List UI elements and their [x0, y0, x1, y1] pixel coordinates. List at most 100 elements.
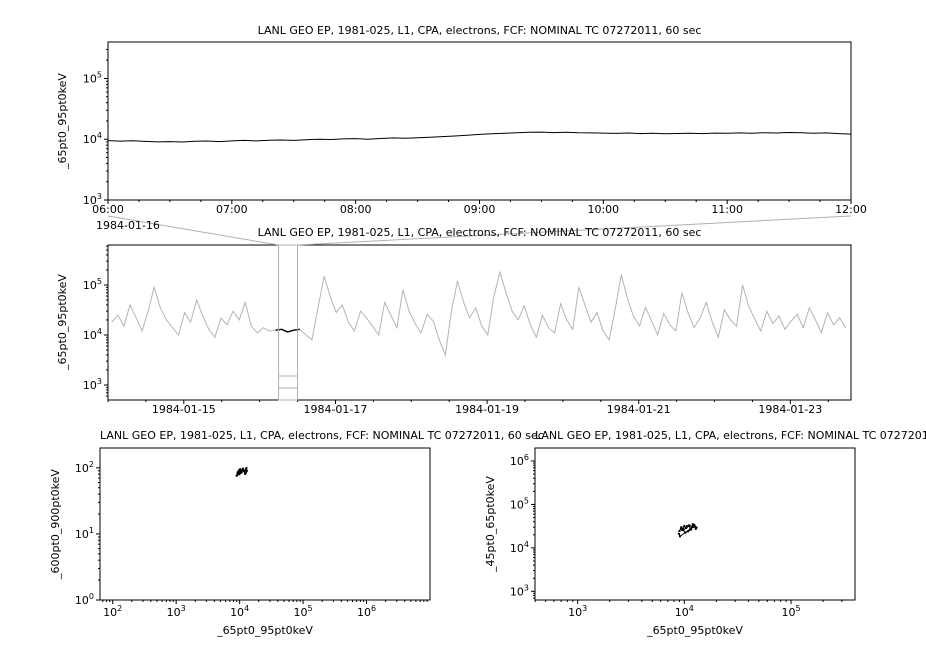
tick-label-base: 10: [675, 606, 689, 619]
tick-label: 104: [675, 604, 694, 619]
tick-label-exponent: 4: [689, 604, 694, 613]
tick-label-exponent: 4: [97, 327, 102, 336]
tick-label: 11:00: [711, 203, 743, 216]
tick-label: 104: [230, 604, 249, 619]
scatter-45-65-frame: [534, 447, 856, 601]
tick-label: 1984-01-19: [455, 403, 519, 416]
tick-label-exponent: 2: [117, 604, 122, 613]
context-timeseries-series-line: [111, 270, 847, 357]
tick-label-base: 10: [510, 585, 524, 598]
data-point: [678, 529, 681, 532]
selection-rect[interactable]: [278, 244, 299, 401]
tick-label-exponent: 4: [524, 540, 529, 549]
tick-label-base: 10: [510, 455, 524, 468]
context-timeseries-x-axis: 1984-01-15 1984-01-17 1984-01-19 1984-01-21…: [107, 400, 829, 416]
tick-label: 09:00: [464, 203, 496, 216]
tick-label: 105: [510, 496, 529, 511]
tick-label-exponent: 5: [97, 277, 102, 286]
tick-label-base: 10: [294, 606, 308, 619]
tick-label-base: 10: [167, 606, 181, 619]
tick-label-exponent: 5: [795, 604, 800, 613]
tick-label: 102: [75, 460, 94, 475]
tick-label: 103: [167, 604, 186, 619]
tick-label: 1984-01-15: [152, 403, 216, 416]
tick-label: 101: [75, 526, 94, 541]
tick-label: 103: [568, 604, 587, 619]
tick-label-exponent: 6: [371, 604, 376, 613]
scatter-45-65-connecting-line: [678, 523, 698, 538]
tick-label-exponent: 4: [97, 131, 102, 140]
tick-label: 102: [103, 604, 122, 619]
tick-label-exponent: 0: [89, 592, 94, 601]
panel1-y-axis-label: _65pt0_95pt0keV: [56, 73, 69, 169]
panel4-title: LANL GEO EP, 1981-025, L1, CPA, electron…: [535, 429, 926, 442]
tick-label: 06:00: [92, 203, 124, 216]
tick-label: 105: [781, 604, 800, 619]
scatter-45-65-x-axis: 103 104 105: [534, 600, 843, 619]
zoom-connectors: [107, 215, 852, 246]
context-selection-box[interactable]: [278, 244, 299, 401]
tick-label-base: 10: [103, 606, 117, 619]
tick-label: 12:00: [835, 203, 867, 216]
tick-label-base: 10: [510, 498, 524, 511]
tick-label-base: 10: [75, 528, 89, 541]
context-timeseries-panel: 1984-01-15 1984-01-17 1984-01-19 1984-01-21…: [83, 244, 852, 416]
scatter-600-900-frame: [99, 447, 431, 601]
tick-label-base: 10: [75, 594, 89, 607]
tick-label-exponent: 3: [97, 377, 102, 386]
tick-label-base: 10: [75, 462, 89, 475]
tick-label: 1984-01-21: [607, 403, 671, 416]
tick-label-exponent: 3: [181, 604, 186, 613]
tick-label-base: 10: [83, 72, 97, 85]
tick-label: 105: [83, 70, 102, 85]
zoom-timeseries-x-axis: 06:00 07:00 08:00 09:00 10:00 11:00 12:00: [92, 200, 867, 216]
panel3-x-axis-label: _65pt0_95pt0keV: [217, 624, 313, 637]
tick-label-exponent: 5: [524, 496, 529, 505]
tick-label-base: 10: [357, 606, 371, 619]
tick-label-exponent: 3: [582, 604, 587, 613]
panel2-y-axis-label: _65pt0_95pt0keV: [56, 274, 69, 370]
panel4-y-axis-label: _45pt0_65pt0keV: [484, 476, 497, 572]
zoom-connector-right: [297, 215, 852, 246]
context-timeseries-frame: [107, 244, 852, 401]
scatter-600-900-connecting-line: [236, 466, 248, 476]
zoom-timeseries-frame: [107, 41, 852, 201]
tick-label-base: 10: [83, 379, 97, 392]
tick-label: 103: [83, 377, 102, 392]
tick-label: 08:00: [340, 203, 372, 216]
tick-label-base: 10: [83, 329, 97, 342]
tick-label-exponent: 6: [524, 453, 529, 462]
tick-label: 100: [75, 592, 94, 607]
zoom-timeseries-panel: 06:00 07:00 08:00 09:00 10:00 11:00 12:0010310…: [83, 41, 867, 216]
tick-label: 103: [83, 192, 102, 207]
tick-label: 106: [510, 453, 529, 468]
highlighted-interval-series: [275, 328, 300, 333]
tick-label: 105: [83, 277, 102, 292]
panel1-date-context-label: 1984-01-16: [96, 219, 160, 232]
panel1-title: LANL GEO EP, 1981-025, L1, CPA, electron…: [257, 24, 702, 37]
scatter-600-900-x-axis: 102 103 104 105 106: [102, 600, 428, 619]
tick-label-exponent: 5: [97, 70, 102, 79]
tick-label: 104: [510, 540, 529, 555]
scatter-45-65-points: [677, 523, 698, 538]
panel4-x-axis-label: _65pt0_95pt0keV: [647, 624, 743, 637]
panel2-title: LANL GEO EP, 1981-025, L1, CPA, electron…: [257, 226, 702, 239]
zoom-connector-left: [107, 215, 279, 246]
tick-label: 105: [294, 604, 313, 619]
tick-label-base: 10: [781, 606, 795, 619]
tick-label-exponent: 5: [308, 604, 313, 613]
tick-label-base: 10: [230, 606, 244, 619]
tick-label-base: 10: [510, 542, 524, 555]
tick-label: 103: [510, 583, 529, 598]
tick-label-base: 10: [83, 133, 97, 146]
tick-label-base: 10: [83, 279, 97, 292]
tick-label: 07:00: [216, 203, 248, 216]
panel3-title: LANL GEO EP, 1981-025, L1, CPA, electron…: [100, 429, 544, 442]
